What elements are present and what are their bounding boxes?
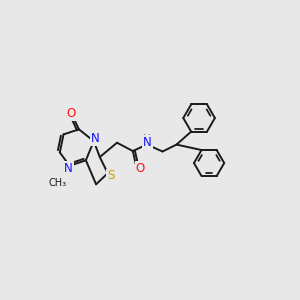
Text: O: O — [136, 162, 145, 175]
Text: N: N — [143, 136, 152, 149]
Text: H: H — [143, 134, 151, 145]
Text: S: S — [107, 169, 114, 182]
Text: O: O — [66, 107, 75, 120]
Text: CH₃: CH₃ — [49, 178, 67, 188]
Text: N: N — [64, 162, 73, 175]
Text: N: N — [91, 132, 99, 145]
